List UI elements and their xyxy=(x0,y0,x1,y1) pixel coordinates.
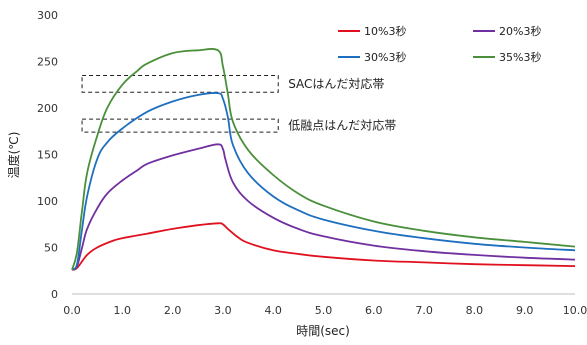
y-axis-label: 温度(℃) xyxy=(6,132,21,179)
x-axis-label: 時間(sec) xyxy=(296,324,350,338)
series-line xyxy=(71,143,576,271)
series-lines xyxy=(71,48,576,271)
y-tick-labels: 0 50 100 150 200 250 300 xyxy=(37,9,58,301)
x-tick-label: 7.0 xyxy=(415,304,433,317)
series-line xyxy=(71,92,576,270)
y-tick-label: 0 xyxy=(51,288,58,301)
solder-band-label: 低融点はんだ対応帯 xyxy=(288,119,396,133)
legend-label: 35%3秒 xyxy=(499,50,541,64)
legend-label: 10%3秒 xyxy=(364,24,406,38)
solder-band-label: SACはんだ対応帯 xyxy=(288,77,384,91)
legend-label: 30%3秒 xyxy=(364,50,406,64)
plot-area xyxy=(72,15,575,294)
y-tick-label: 300 xyxy=(37,9,58,22)
legend: 10%3秒 20%3秒 30%3秒 35%3秒 xyxy=(338,24,541,64)
y-tick-label: 100 xyxy=(37,195,58,208)
y-tick-label: 150 xyxy=(37,149,58,162)
x-tick-label: 8.0 xyxy=(466,304,484,317)
legend-label: 20%3秒 xyxy=(499,24,541,38)
series-line xyxy=(71,48,576,271)
x-tick-label: 5.0 xyxy=(315,304,333,317)
solder-band-rect xyxy=(81,118,279,133)
x-tick-label: 10.0 xyxy=(563,304,587,317)
series-line xyxy=(71,222,576,271)
x-tick-label: 4.0 xyxy=(264,304,282,317)
x-tick-label: 1.0 xyxy=(114,304,132,317)
y-tick-label: 50 xyxy=(44,242,58,255)
x-tick-label: 2.0 xyxy=(164,304,182,317)
solder-band-rect xyxy=(81,74,279,93)
x-tick-label: 9.0 xyxy=(516,304,534,317)
y-tick-label: 200 xyxy=(37,102,58,115)
x-tick-label: 0.0 xyxy=(63,304,81,317)
x-tick-labels: 0.0 1.0 2.0 3.0 4.0 5.0 6.0 7.0 8.0 9.0 10.0 xyxy=(63,304,587,317)
x-tick-label: 6.0 xyxy=(365,304,383,317)
x-tick-label: 3.0 xyxy=(214,304,232,317)
y-tick-label: 250 xyxy=(37,56,58,69)
